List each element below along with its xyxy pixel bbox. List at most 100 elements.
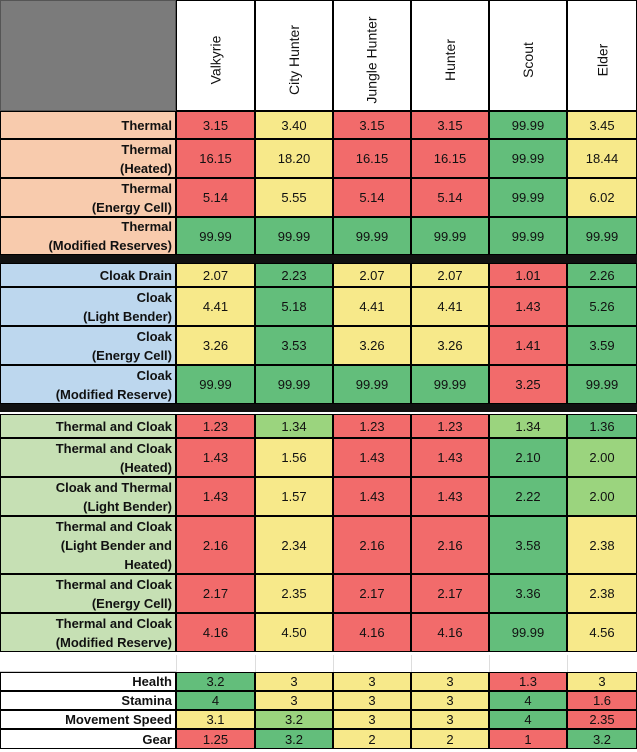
value-cell: 3.15	[333, 111, 411, 139]
value-cell: 3.26	[176, 326, 255, 365]
stat-value-cell: 3	[255, 672, 333, 691]
value-cell: 99.99	[489, 111, 567, 139]
value-cell: 2.17	[411, 574, 489, 613]
column-header: Hunter	[411, 0, 489, 111]
value-cell: 99.99	[411, 217, 489, 255]
value-cell: 2.22	[489, 477, 567, 516]
value-cell: 99.99	[255, 365, 333, 404]
stat-value-cell: 3.2	[567, 729, 637, 749]
value-cell: 1.43	[176, 477, 255, 516]
value-cell: 2.16	[333, 516, 411, 574]
row-label: Thermal and Cloak	[0, 414, 176, 438]
value-cell: 3.26	[333, 326, 411, 365]
row-label: Thermal (Energy Cell)	[0, 178, 176, 217]
row-label: Cloak (Energy Cell)	[0, 326, 176, 365]
row-label: Thermal and Cloak (Light Bender and Heat…	[0, 516, 176, 574]
stat-value-cell: 3	[333, 710, 411, 729]
stat-value-cell: 1.25	[176, 729, 255, 749]
stat-value-cell: 3.2	[255, 710, 333, 729]
value-cell: 1.23	[333, 414, 411, 438]
value-cell: 3.53	[255, 326, 333, 365]
column-header-label: Jungle Hunter	[364, 16, 381, 104]
row-label: Thermal and Cloak (Energy Cell)	[0, 574, 176, 613]
value-cell: 3.15	[176, 111, 255, 139]
row-label: Thermal (Heated)	[0, 139, 176, 178]
row-label: Thermal (Modified Reserves)	[0, 217, 176, 255]
value-cell: 16.15	[333, 139, 411, 178]
value-cell: 3.15	[411, 111, 489, 139]
value-cell: 2.07	[333, 263, 411, 287]
blank-cell	[255, 655, 333, 672]
value-cell: 5.55	[255, 178, 333, 217]
value-cell: 1.41	[489, 326, 567, 365]
value-cell: 99.99	[176, 217, 255, 255]
value-cell: 4.50	[255, 613, 333, 652]
value-cell: 2.00	[567, 438, 637, 477]
stat-value-cell: 3	[333, 672, 411, 691]
value-cell: 4.16	[176, 613, 255, 652]
value-cell: 2.16	[176, 516, 255, 574]
stat-value-cell: 2	[333, 729, 411, 749]
value-cell: 1.23	[411, 414, 489, 438]
stat-value-cell: 3.1	[176, 710, 255, 729]
value-cell: 2.17	[333, 574, 411, 613]
value-cell: 1.43	[411, 438, 489, 477]
value-cell: 2.07	[176, 263, 255, 287]
value-cell: 1.43	[333, 477, 411, 516]
row-label: Cloak Drain	[0, 263, 176, 287]
value-cell: 99.99	[411, 365, 489, 404]
column-header-label: City Hunter	[286, 24, 302, 96]
section-divider	[0, 404, 637, 412]
stat-value-cell: 4	[489, 691, 567, 710]
value-cell: 2.17	[176, 574, 255, 613]
value-cell: 4.41	[176, 287, 255, 326]
stat-label: Health	[0, 672, 176, 691]
value-cell: 5.18	[255, 287, 333, 326]
value-cell: 2.16	[411, 516, 489, 574]
value-cell: 3.45	[567, 111, 637, 139]
row-label: Cloak and Thermal (Light Bender)	[0, 477, 176, 516]
blank-cell	[411, 655, 489, 672]
blank-cell	[333, 655, 411, 672]
value-cell: 4.16	[411, 613, 489, 652]
value-cell: 1.43	[176, 438, 255, 477]
section-divider	[0, 255, 637, 263]
stat-value-cell: 3	[411, 672, 489, 691]
value-cell: 1.34	[255, 414, 333, 438]
value-cell: 2.26	[567, 263, 637, 287]
value-cell: 99.99	[489, 178, 567, 217]
value-cell: 3.25	[489, 365, 567, 404]
blank-cell	[176, 655, 255, 672]
value-cell: 2.00	[567, 477, 637, 516]
value-cell: 3.58	[489, 516, 567, 574]
value-cell: 4.56	[567, 613, 637, 652]
value-cell: 99.99	[489, 613, 567, 652]
value-cell: 18.20	[255, 139, 333, 178]
column-header-label: Scout	[520, 42, 536, 78]
value-cell: 5.14	[411, 178, 489, 217]
value-cell: 4.41	[333, 287, 411, 326]
value-cell: 2.07	[411, 263, 489, 287]
stat-value-cell: 4	[489, 710, 567, 729]
column-header: Scout	[489, 0, 567, 111]
value-cell: 2.38	[567, 516, 637, 574]
stat-value-cell: 2.35	[567, 710, 637, 729]
value-cell: 5.14	[333, 178, 411, 217]
value-cell: 2.38	[567, 574, 637, 613]
stat-label: Stamina	[0, 691, 176, 710]
value-cell: 1.43	[333, 438, 411, 477]
value-cell: 1.43	[411, 477, 489, 516]
column-header: Elder	[567, 0, 637, 111]
stat-value-cell: 3.2	[176, 672, 255, 691]
value-cell: 1.57	[255, 477, 333, 516]
column-header-label: Elder	[594, 43, 610, 77]
value-cell: 2.35	[255, 574, 333, 613]
value-cell: 3.26	[411, 326, 489, 365]
value-cell: 1.34	[489, 414, 567, 438]
column-header: Jungle Hunter	[333, 0, 411, 111]
value-cell: 2.10	[489, 438, 567, 477]
stat-value-cell: 3	[567, 672, 637, 691]
value-cell: 99.99	[489, 217, 567, 255]
value-cell: 1.23	[176, 414, 255, 438]
column-header-label: Hunter	[442, 38, 458, 82]
